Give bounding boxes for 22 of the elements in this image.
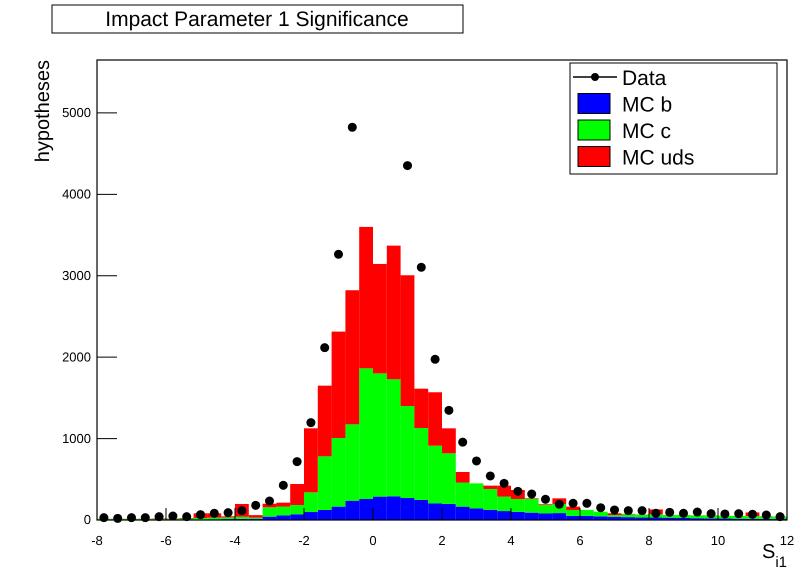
x-tick-label: -2 <box>298 533 310 548</box>
chart-title: Impact Parameter 1 Significance <box>105 8 409 31</box>
y-tick-label: 3000 <box>62 268 91 283</box>
y-tick-label: 0 <box>84 512 91 528</box>
y-axis-title: hypotheses <box>32 60 54 162</box>
y-tick-label: 2000 <box>62 349 91 364</box>
x-tick-label: 4 <box>507 533 515 548</box>
legend-label: MC uds <box>622 146 694 170</box>
x-tick-label: 6 <box>576 533 584 548</box>
y-tick-label: 1000 <box>62 430 91 446</box>
legend-label: MC b <box>622 94 672 116</box>
y-tick-label: 5000 <box>62 105 91 120</box>
legend-label: MC c <box>622 120 671 143</box>
x-tick-label: 10 <box>710 533 726 548</box>
x-tick-label: -4 <box>229 533 241 548</box>
x-tick-label: -8 <box>91 533 103 548</box>
y-tick-label: 4000 <box>62 186 91 202</box>
legend-label: Data <box>622 67 667 90</box>
x-tick-label: -6 <box>160 533 172 548</box>
x-tick-label: 2 <box>438 533 446 548</box>
x-tick-label: 0 <box>369 533 377 548</box>
x-tick-label: 8 <box>645 533 653 548</box>
